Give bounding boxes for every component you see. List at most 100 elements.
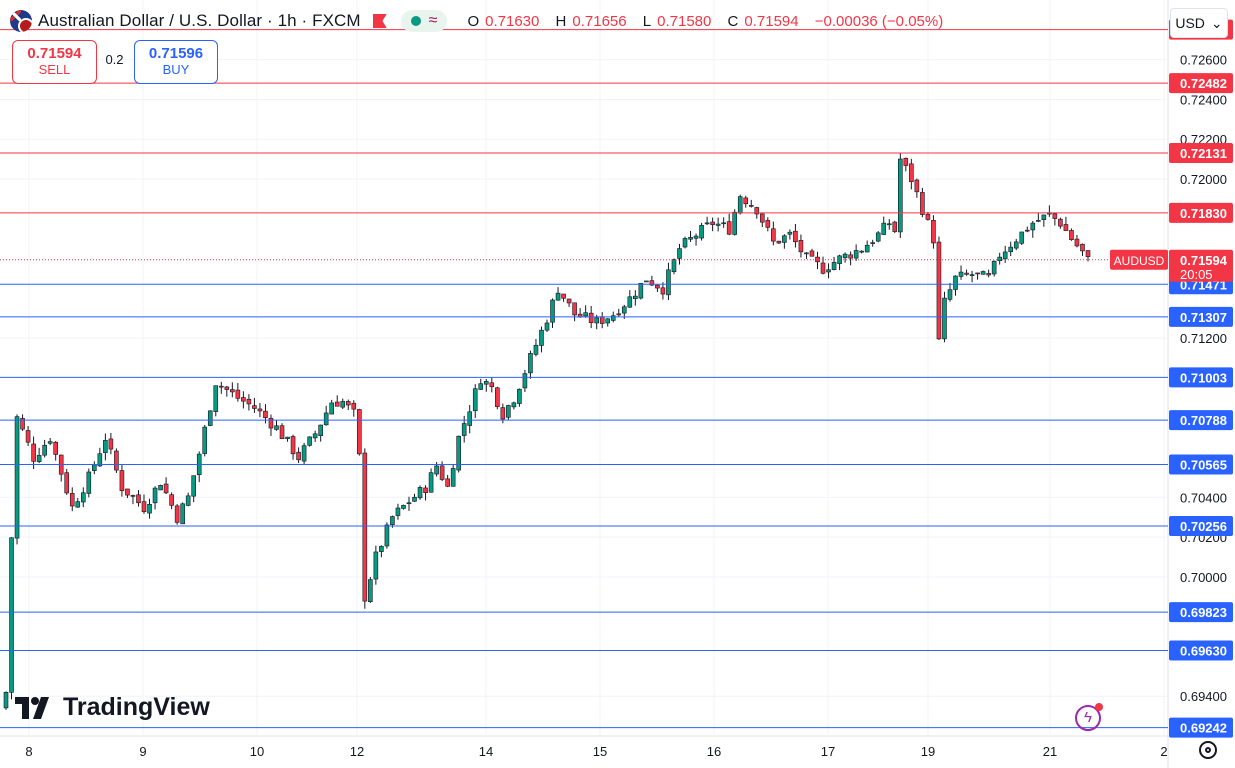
- candle: [417, 485, 423, 500]
- support-line[interactable]: 0.69630: [0, 640, 1233, 661]
- support-line[interactable]: 0.70788: [0, 410, 1233, 431]
- symbol-title[interactable]: Australian Dollar / U.S. Dollar · 1h · F…: [38, 11, 361, 30]
- chart-header: Australian Dollar / U.S. Dollar · 1h · F…: [10, 10, 949, 32]
- resistance-line[interactable]: 0.72131: [0, 142, 1233, 163]
- alerts-bolt-icon[interactable]: ϟ: [1075, 703, 1103, 731]
- candle: [1074, 234, 1080, 248]
- buy-price: 0.71596: [148, 45, 204, 62]
- candle: [842, 252, 848, 263]
- ohlc-values: O 0.71630 H 0.71656 L 0.71580 C 0.71594 −0.0…: [467, 13, 949, 30]
- candle: [732, 209, 737, 236]
- support-line[interactable]: 0.71307: [0, 306, 1233, 327]
- candle: [914, 178, 920, 198]
- market-status-pill[interactable]: ≈: [400, 10, 448, 32]
- candle: [36, 447, 42, 464]
- level-label: 0.69242: [1180, 721, 1227, 736]
- chevron-down-icon: ⌄: [1210, 14, 1223, 31]
- resistance-line[interactable]: 0.71830: [0, 202, 1233, 223]
- candle: [1024, 226, 1030, 233]
- candle: [533, 338, 539, 357]
- y-tick-label: 0.72000: [1180, 172, 1227, 187]
- candle: [307, 436, 312, 447]
- candle: [986, 269, 991, 278]
- candle: [31, 436, 36, 470]
- candle: [765, 217, 771, 232]
- candle: [925, 211, 931, 221]
- y-tick-label: 0.69400: [1180, 689, 1227, 704]
- support-line[interactable]: 0.70565: [0, 454, 1233, 475]
- candle: [892, 220, 898, 234]
- candle: [931, 215, 936, 249]
- x-tick-label: 15: [593, 744, 607, 759]
- candle: [445, 474, 450, 488]
- candle: [14, 414, 20, 545]
- sell-button[interactable]: 0.71594 SELL: [12, 40, 97, 84]
- candle: [3, 691, 9, 710]
- candle: [329, 399, 335, 415]
- current-symbol-label: AUDUSD: [1114, 254, 1165, 268]
- candle: [340, 398, 346, 409]
- candle: [318, 424, 323, 442]
- ohlc-open: O 0.71630: [467, 12, 540, 30]
- candle: [1030, 220, 1036, 238]
- currency-select[interactable]: USD ⌄: [1170, 8, 1228, 38]
- candle: [64, 468, 70, 495]
- candle: [483, 378, 489, 392]
- spread-value: 0.2: [105, 52, 124, 67]
- settings-gear-icon[interactable]: [1199, 741, 1217, 759]
- candle: [1052, 212, 1058, 226]
- level-label: 0.72131: [1180, 146, 1227, 161]
- candle: [699, 222, 704, 241]
- candle: [721, 217, 726, 228]
- candle: [119, 465, 125, 497]
- candle: [644, 280, 649, 283]
- x-tick-label: 21: [1043, 744, 1057, 759]
- candle: [406, 496, 412, 511]
- candle: [69, 487, 75, 512]
- candle: [550, 298, 555, 328]
- candle: [285, 436, 290, 442]
- candle: [864, 240, 870, 253]
- ohlc-low: L 0.71580: [642, 12, 712, 30]
- support-line[interactable]: 0.71003: [0, 367, 1233, 388]
- y-tick-label: 0.72400: [1180, 92, 1227, 107]
- candle: [428, 468, 434, 493]
- candle: [1063, 216, 1069, 231]
- candle: [478, 378, 484, 390]
- candle: [130, 494, 136, 505]
- ohlc-close: C 0.71594: [727, 12, 799, 30]
- support-line[interactable]: 0.69242: [0, 717, 1233, 738]
- candle: [517, 388, 522, 407]
- candle: [53, 441, 58, 461]
- candle: [495, 386, 500, 410]
- candle: [506, 404, 511, 421]
- candle: [395, 503, 401, 520]
- support-line[interactable]: 0.69823: [0, 602, 1233, 623]
- candle: [191, 475, 196, 503]
- candle: [936, 236, 942, 340]
- candle: [80, 487, 86, 508]
- candle: [991, 260, 997, 277]
- candle: [958, 265, 964, 280]
- candle: [953, 275, 958, 296]
- flag-marker-icon[interactable]: [372, 14, 387, 28]
- market-open-icon: [410, 16, 421, 26]
- candle: [1058, 217, 1063, 229]
- candle: [467, 405, 473, 434]
- candle: [572, 302, 577, 322]
- candle: [97, 447, 103, 467]
- candle: [423, 485, 428, 501]
- candle: [539, 326, 544, 353]
- candle: [671, 258, 677, 275]
- x-tick-label: 8: [25, 744, 32, 759]
- candle: [881, 216, 887, 236]
- candle: [688, 230, 693, 242]
- candle: [169, 492, 174, 510]
- support-line[interactable]: 0.70256: [0, 515, 1233, 536]
- candle: [185, 492, 191, 507]
- candle: [384, 522, 390, 549]
- candle: [566, 298, 572, 307]
- buy-button[interactable]: 0.71596 BUY: [134, 40, 218, 84]
